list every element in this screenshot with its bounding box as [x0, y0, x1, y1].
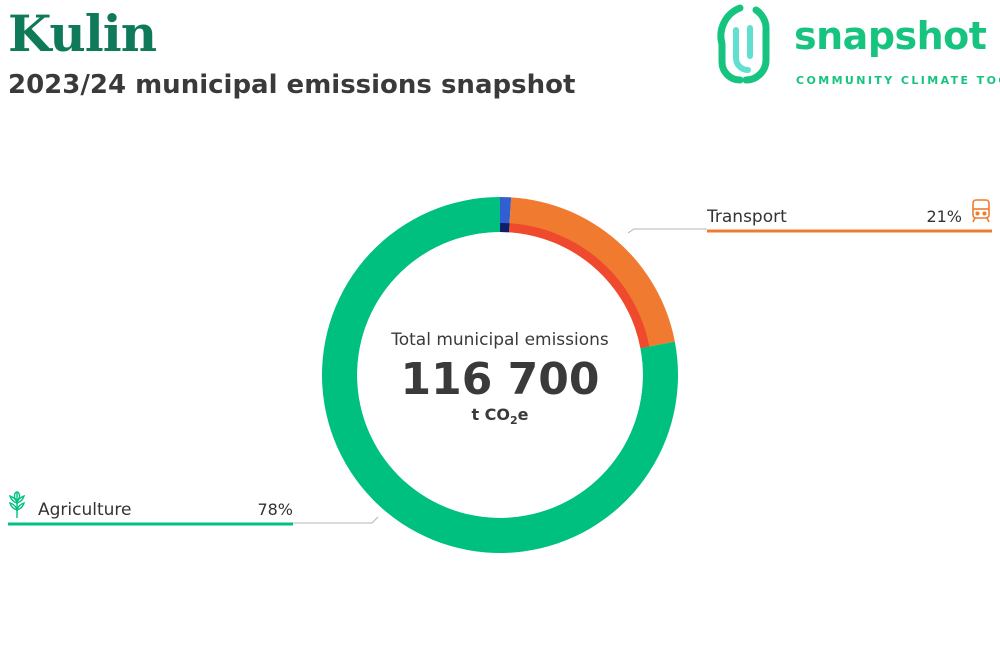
train-icon: [972, 199, 990, 223]
fingerprint-logo-icon: [717, 4, 770, 84]
agriculture-label: Agriculture: [38, 500, 132, 520]
center-total-value: 116 700: [400, 354, 599, 405]
page-subtitle: 2023/24 municipal emissions snapshot: [8, 70, 576, 100]
snapshot-logo: snapshot COMMUNITY CLIMATE TOOL: [712, 0, 1000, 92]
transport-label: Transport: [706, 207, 787, 227]
logo-wordmark: snapshot: [794, 14, 987, 58]
page-title: Kulin: [8, 4, 157, 63]
outer-slice-transport: [508, 197, 675, 349]
logo-tagline: COMMUNITY CLIMATE TOOL: [796, 74, 1000, 87]
wheat-icon: [8, 491, 26, 518]
center-label: Total municipal emissions: [390, 330, 609, 350]
transport-percent: 21%: [926, 207, 962, 226]
inner-slice-0: [500, 223, 510, 233]
inner-slice-1: [508, 223, 650, 349]
agriculture-leader-line: [293, 516, 379, 524]
center-unit: t CO2e: [471, 405, 528, 427]
transport-leader-line: [627, 228, 707, 234]
agriculture-percent: 78%: [257, 500, 293, 519]
